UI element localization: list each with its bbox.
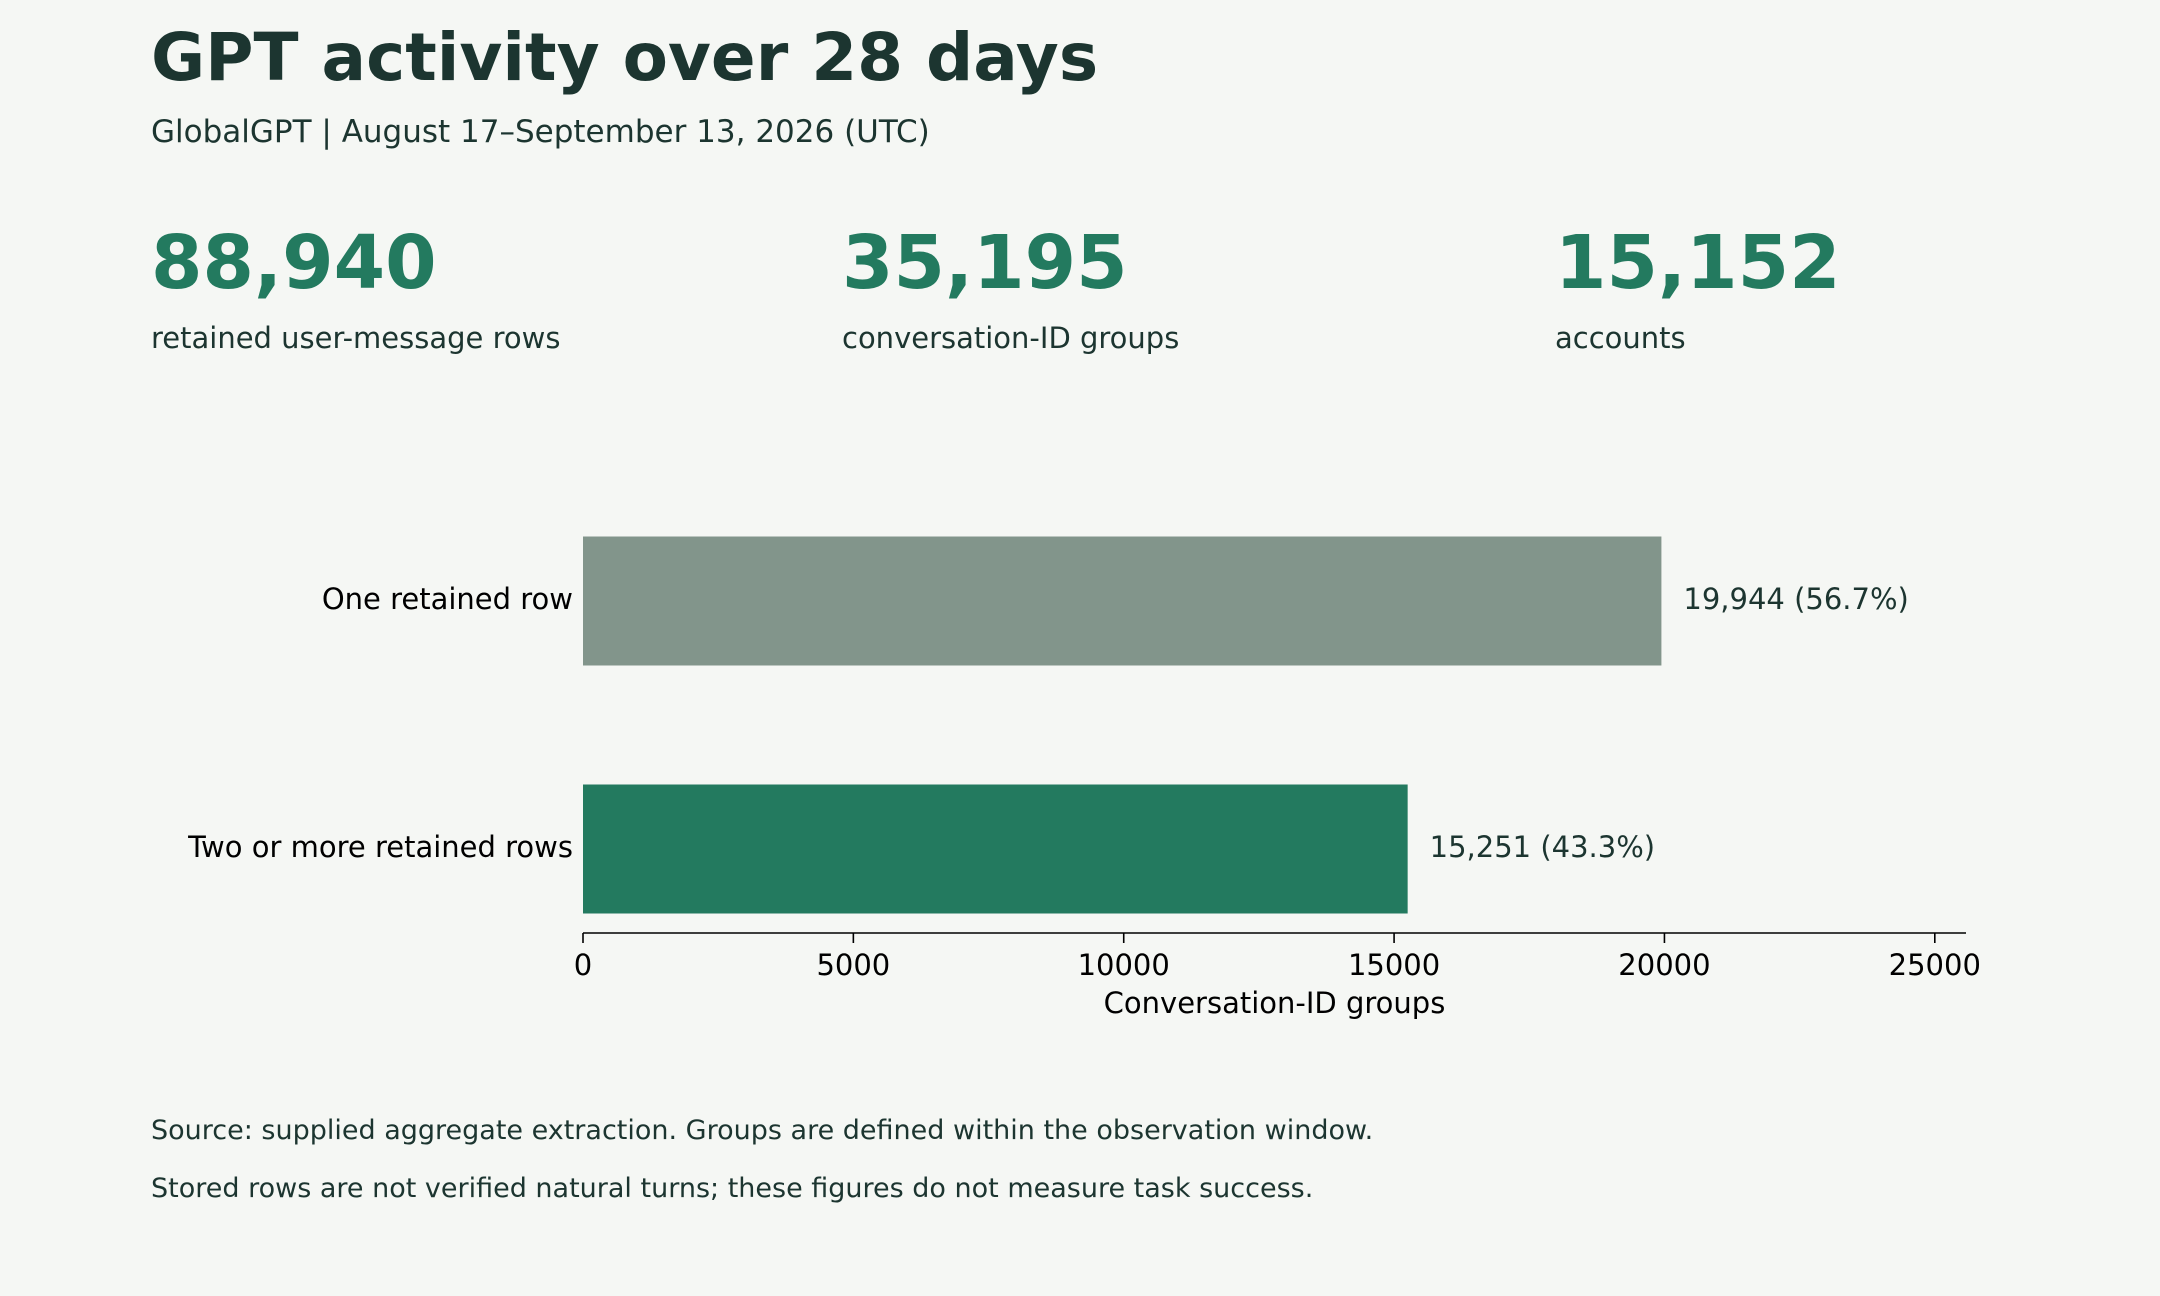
page-subtitle: GlobalGPT | August 17–September 13, 2026…	[151, 114, 930, 150]
category-label: One retained row	[322, 582, 573, 616]
x-axis-title: Conversation-ID groups	[1104, 986, 1446, 1020]
bar	[583, 784, 1408, 914]
footnote-source: Source: supplied aggregate extraction. G…	[151, 1115, 1374, 1146]
kpi-groups: 35,195 conversation-ID groups	[842, 218, 1179, 356]
x-tick-label: 25000	[1889, 948, 1981, 982]
kpi-value: 35,195	[842, 220, 1128, 306]
footnote-caveat: Stored rows are not verified natural tur…	[151, 1173, 1314, 1204]
x-tick-label: 10000	[1078, 948, 1170, 982]
kpi-label: retained user-message rows	[151, 321, 561, 355]
kpi-accounts: 15,152 accounts	[1555, 218, 1841, 356]
kpi-label: accounts	[1555, 321, 1686, 355]
bar	[583, 536, 1662, 666]
x-tick-label: 15000	[1348, 948, 1440, 982]
kpi-label: conversation-ID groups	[842, 321, 1180, 355]
x-tick-label: 0	[574, 948, 592, 982]
kpi-value: 88,940	[151, 220, 437, 306]
kpi-rows: 88,940 retained user-message rows	[151, 218, 560, 356]
category-label: Two or more retained rows	[187, 830, 573, 864]
page-title: GPT activity over 28 days	[151, 19, 1099, 96]
data-label: 15,251 (43.3%)	[1430, 830, 1655, 864]
x-tick-label: 5000	[816, 948, 890, 982]
data-label: 19,944 (56.7%)	[1683, 582, 1908, 616]
x-tick-label: 20000	[1618, 948, 1710, 982]
kpi-value: 15,152	[1555, 220, 1841, 306]
